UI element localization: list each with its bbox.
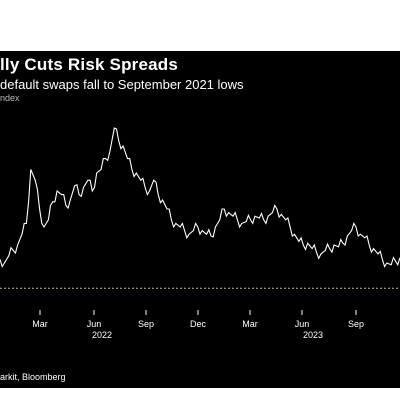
chart-title: lly Cuts Risk Spreads: [0, 55, 179, 74]
chart-subtitle: default swaps fall to September 2021 low…: [0, 77, 244, 92]
x-tick-label: Sep: [138, 319, 154, 329]
year-label: 2022: [92, 330, 112, 340]
x-tick-label: Jun: [87, 319, 102, 329]
x-tick-label: Mar: [32, 319, 48, 329]
chart-panel: lly Cuts Risk Spreads default swaps fall…: [0, 51, 400, 388]
series-line: [0, 127, 400, 268]
source-note: arkit, Bloomberg: [0, 372, 66, 382]
x-tick-label: Mar: [242, 319, 258, 329]
legend-label: ndex: [0, 93, 20, 103]
year-labels: 2022 2023: [92, 330, 323, 340]
x-axis-labels: Mar Jun Sep Dec Mar Jun Sep: [32, 319, 364, 329]
year-label: 2023: [303, 330, 323, 340]
x-tick-label: Sep: [348, 319, 364, 329]
x-tick-label: Jun: [295, 319, 310, 329]
line-chart: Mar Jun Sep Dec Mar Jun Sep 2022 2023: [0, 127, 400, 340]
x-axis-ticks: [39, 310, 357, 315]
x-tick-label: Dec: [190, 319, 207, 329]
